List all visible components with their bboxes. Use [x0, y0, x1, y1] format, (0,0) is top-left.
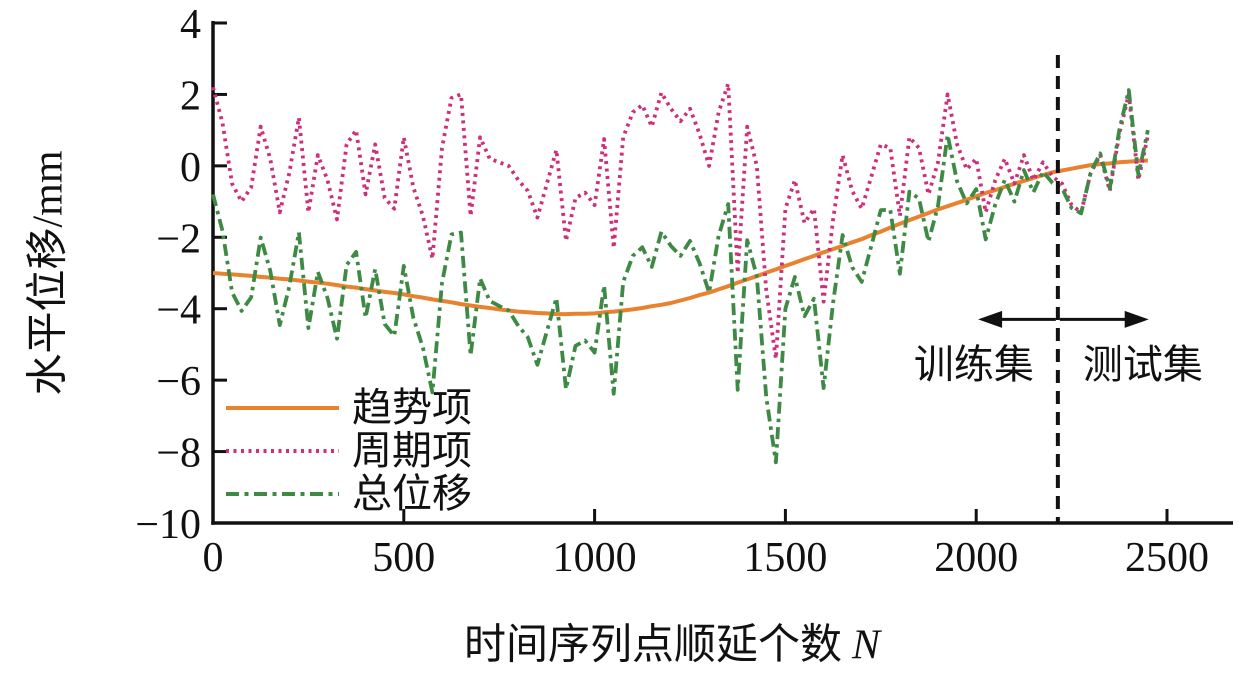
x-tick-label: 1500 [743, 535, 827, 581]
legend-item-trend: 趋势项 [226, 386, 472, 429]
x-axis-title-text: 时间序列点顺延个数 [463, 622, 842, 669]
y-tick-label: 0 [180, 145, 201, 191]
periodic-series-path [211, 81, 1150, 361]
x-tick-label: 2000 [934, 535, 1018, 581]
test-set-label: 测试集 [1083, 342, 1203, 387]
x-tick-label: 2500 [1125, 535, 1209, 581]
x-tick-label: 500 [372, 535, 435, 581]
x-tick-label: 1000 [553, 535, 637, 581]
y-tick-label: −2 [156, 216, 201, 262]
y-tick-label: 2 [180, 73, 201, 119]
y-axis-title: 水平位移/mm [25, 150, 72, 396]
trend-line-swatch [226, 405, 339, 410]
legend-item-total: 总位移 [226, 472, 472, 515]
legend-label-total: 总位移 [352, 470, 472, 516]
trend-series-path [212, 158, 1148, 317]
y-tick-label: −10 [135, 502, 201, 548]
legend: 趋势项 周期项 总位移 [226, 386, 472, 515]
train-arrow-head [978, 310, 1003, 328]
total-series-path [211, 88, 1150, 465]
legend-label-periodic: 周期项 [352, 427, 472, 473]
legend-item-periodic: 周期项 [226, 429, 472, 472]
x-axis-title: 时间序列点顺延个数 N [464, 611, 880, 672]
train-set-label: 训练集 [914, 342, 1034, 387]
periodic-line-swatch [226, 448, 339, 453]
y-tick-label: −8 [156, 431, 201, 477]
x-tick-label: 0 [203, 535, 224, 581]
y-tick-label: −6 [156, 359, 201, 405]
total-line-swatch [226, 491, 339, 496]
y-tick-label: 4 [180, 2, 201, 48]
y-tick-label: −4 [156, 288, 201, 334]
legend-label-trend: 趋势项 [352, 384, 472, 430]
test-arrow-head [1124, 310, 1149, 328]
x-axis-title-variable: N [852, 622, 881, 669]
